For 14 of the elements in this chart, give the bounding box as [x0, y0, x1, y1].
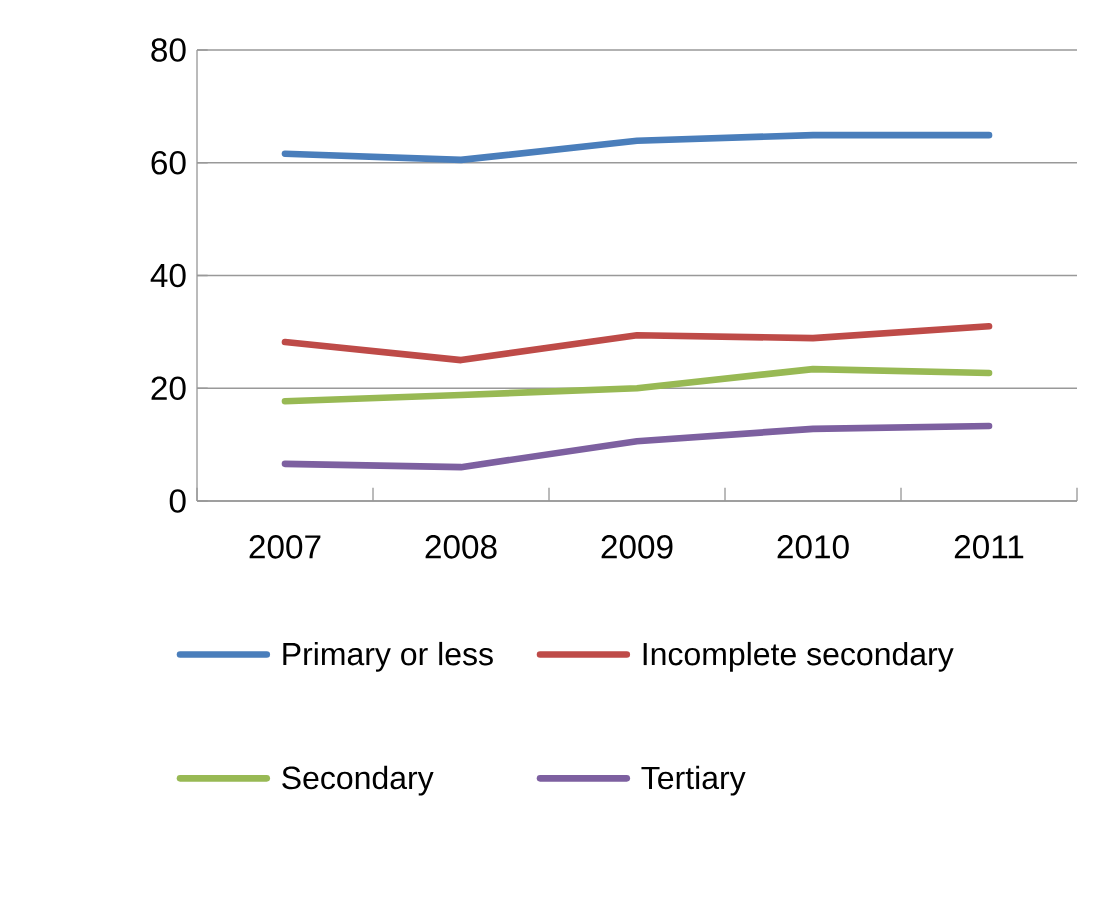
x-tick-label: 2010: [777, 535, 849, 559]
legend-label: Incomplete secondary: [643, 641, 954, 672]
legend-label: Secondary: [282, 765, 434, 796]
x-tick-label: 2008: [425, 535, 497, 559]
y-tick-label: 0: [169, 489, 186, 513]
legend-label: Primary or less: [283, 641, 493, 672]
legend-label: Tertiary: [641, 765, 746, 796]
y-tick-label: 20: [151, 376, 186, 401]
x-tick-label: 2007: [249, 535, 321, 559]
x-tick-label: 2009: [601, 535, 673, 559]
y-tick-label: 60: [151, 150, 186, 175]
y-tick-label: 40: [150, 263, 186, 288]
x-tick-label: 2011: [954, 535, 1024, 559]
y-tick-label: 80: [151, 38, 186, 62]
